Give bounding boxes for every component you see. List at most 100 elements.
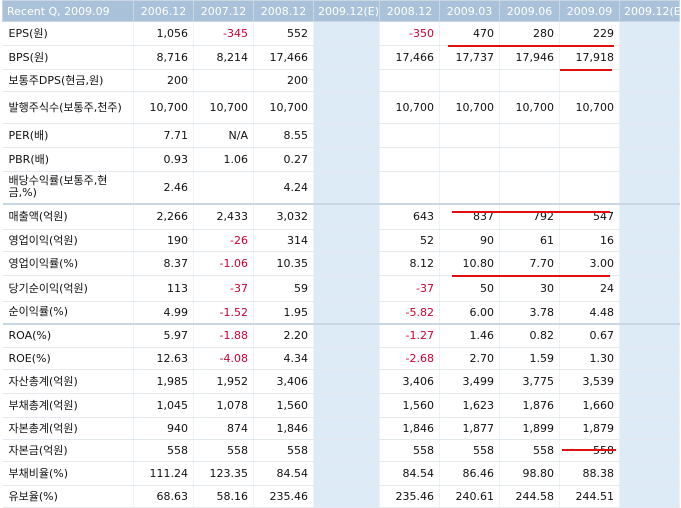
table-cell: 229 — [559, 21, 620, 46]
table-cell: -345 — [193, 21, 254, 46]
table-cell — [313, 485, 380, 508]
table-cell: 643 — [379, 202, 440, 230]
table-cell: 314 — [253, 229, 314, 252]
table-cell: -5.82 — [379, 301, 440, 324]
table-cell: 111.24 — [133, 461, 194, 486]
table-cell: 2.70 — [439, 347, 500, 370]
table-cell: 4.48 — [559, 301, 620, 324]
table-cell: 0.93 — [133, 147, 194, 172]
table-cell: 3,499 — [439, 369, 500, 394]
table-cell: 1,560 — [253, 393, 314, 418]
table-cell: 558 — [499, 439, 560, 462]
table-cell: 1.30 — [559, 347, 620, 370]
table-cell — [193, 69, 254, 92]
table-cell: 3,406 — [379, 369, 440, 394]
table-cell: 17,737 — [439, 45, 500, 70]
table-cell: 86.46 — [439, 461, 500, 486]
table-cell — [313, 251, 380, 276]
table-cell: 4.99 — [133, 301, 194, 324]
table-cell — [619, 417, 680, 440]
table-cell: -350 — [379, 21, 440, 46]
table-cell: 1.59 — [499, 347, 560, 370]
table-cell — [313, 461, 380, 486]
table-cell: 558 — [253, 439, 314, 462]
table-cell: 1.46 — [439, 322, 500, 348]
table-cell: 88.38 — [559, 461, 620, 486]
table-cell: 17,466 — [253, 45, 314, 70]
table-cell: 17,466 — [379, 45, 440, 70]
table-cell — [439, 171, 500, 204]
table-cell: 90 — [439, 229, 500, 252]
table-cell: 244.58 — [499, 485, 560, 508]
table-cell: 1,876 — [499, 393, 560, 418]
table-cell — [313, 301, 380, 324]
header-period: 2008.12 — [379, 0, 440, 22]
table-cell: 240.61 — [439, 485, 500, 508]
table-cell: 8,214 — [193, 45, 254, 70]
table-cell — [439, 147, 500, 172]
table-cell — [313, 69, 380, 92]
table-cell: 792 — [499, 202, 560, 230]
table-cell: 7.70 — [499, 251, 560, 276]
table-cell — [619, 251, 680, 276]
table-cell: 235.46 — [253, 485, 314, 508]
table-cell — [379, 123, 440, 148]
table-header-row: Recent Q, 2009.09 2006.12 2007.12 2008.12 20… — [2, 0, 681, 22]
table-cell — [499, 171, 560, 204]
header-period: 2009.12(E) — [313, 0, 380, 22]
table-cell: 24 — [559, 275, 620, 302]
table-cell — [559, 123, 620, 148]
table-cell — [379, 69, 440, 92]
header-period: 2007.12 — [193, 0, 254, 22]
table-cell: 3,032 — [253, 202, 314, 230]
table-cell — [193, 171, 254, 204]
table-cell — [619, 21, 680, 46]
table-cell — [499, 123, 560, 148]
table-cell — [619, 369, 680, 394]
table-cell: 3.00 — [559, 251, 620, 276]
table-cell: 1,899 — [499, 417, 560, 440]
table-cell: 280 — [499, 21, 560, 46]
table-body: EPS(원) 1,056 -345 552 -350 470 280 229 BPS(원) 8,7… — [2, 21, 680, 508]
table-row: ROE(%) 12.63 -4.08 4.34 -2.68 2.70 1.59 1.30 — [2, 347, 680, 370]
table-cell: 1,985 — [133, 369, 194, 394]
table-cell: 2,433 — [193, 202, 254, 230]
table-cell: 940 — [133, 417, 194, 440]
table-cell: 2.20 — [253, 322, 314, 348]
table-cell: 547 — [559, 202, 620, 230]
table-cell: 16 — [559, 229, 620, 252]
row-label: 배당수익률(보통주,현금,%) — [2, 171, 134, 204]
table-row: 부채총계(억원) 1,045 1,078 1,560 1,560 1,623 1,876 1,… — [2, 393, 680, 418]
table-cell: 3.78 — [499, 301, 560, 324]
table-cell — [619, 229, 680, 252]
table-cell: 84.54 — [379, 461, 440, 486]
table-cell: 2,266 — [133, 202, 194, 230]
table-cell — [619, 393, 680, 418]
table-cell: 8,716 — [133, 45, 194, 70]
row-label: 자산총계(억원) — [2, 369, 134, 394]
table-cell: 558 — [193, 439, 254, 462]
table-cell — [499, 147, 560, 172]
table-cell: 1.06 — [193, 147, 254, 172]
table-cell: 3,539 — [559, 369, 620, 394]
table-cell: 190 — [133, 229, 194, 252]
row-label: 매출액(억원) — [2, 202, 134, 230]
table-cell: 5.97 — [133, 322, 194, 348]
table-cell — [619, 123, 680, 148]
row-label: 영업이익(억원) — [2, 229, 134, 252]
table-cell — [619, 301, 680, 324]
table-cell: 235.46 — [379, 485, 440, 508]
row-label: 보통주DPS(현금,원) — [2, 69, 134, 92]
table-cell: 1,560 — [379, 393, 440, 418]
table-cell — [313, 21, 380, 46]
table-cell: 10,700 — [253, 91, 314, 124]
table-cell — [313, 45, 380, 70]
table-cell: 552 — [253, 21, 314, 46]
table-cell: 2.46 — [133, 171, 194, 204]
table-cell: 10.35 — [253, 251, 314, 276]
table-row: 부채비율(%) 111.24 123.35 84.54 84.54 86.46 98.80 8… — [2, 461, 680, 486]
row-label: 부채비율(%) — [2, 461, 134, 486]
row-label: PBR(배) — [2, 147, 134, 172]
row-label: ROA(%) — [2, 322, 134, 348]
table-row: 보통주DPS(현금,원) 200 200 — [2, 69, 680, 92]
